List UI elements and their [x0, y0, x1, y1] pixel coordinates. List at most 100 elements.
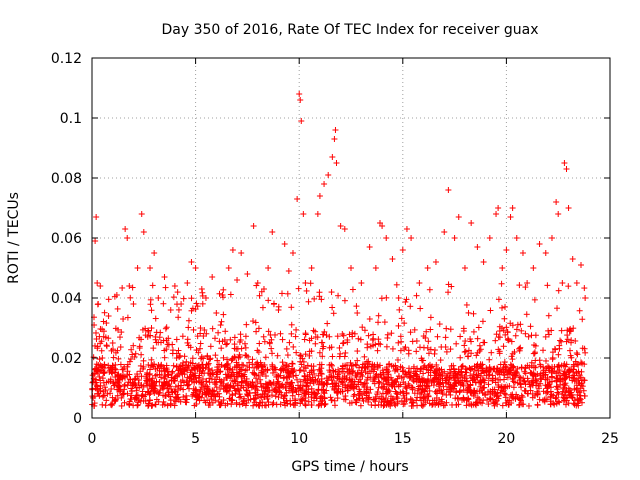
data-point — [356, 390, 363, 397]
data-point — [396, 306, 403, 313]
data-point — [105, 313, 112, 319]
data-point — [411, 390, 418, 397]
data-point — [525, 402, 532, 409]
data-point — [405, 347, 412, 354]
data-point — [206, 356, 213, 363]
data-point — [223, 384, 230, 391]
y-tick-label: 0.02 — [51, 351, 82, 367]
data-point — [534, 402, 541, 409]
data-point — [113, 292, 120, 298]
data-point — [207, 355, 214, 362]
data-point — [336, 369, 343, 376]
data-point — [319, 395, 326, 402]
data-point — [365, 332, 372, 339]
data-point — [284, 290, 291, 297]
data-point — [222, 371, 229, 378]
data-point — [497, 389, 504, 396]
data-point — [138, 382, 145, 389]
data-point — [376, 379, 383, 386]
data-point — [519, 394, 526, 401]
data-point — [129, 379, 136, 386]
data-point — [92, 342, 99, 349]
data-point — [304, 379, 311, 386]
data-point — [289, 360, 296, 367]
data-point — [229, 247, 236, 253]
data-point — [427, 314, 434, 321]
data-point — [98, 367, 105, 374]
data-point — [237, 336, 244, 343]
data-point — [281, 393, 288, 400]
data-point — [562, 363, 569, 370]
data-point — [437, 379, 444, 386]
data-point — [557, 375, 564, 382]
data-point — [451, 235, 458, 241]
data-point — [217, 322, 224, 329]
data-point — [172, 383, 179, 390]
data-point — [108, 347, 115, 354]
data-point — [402, 298, 409, 305]
data-point — [509, 356, 516, 363]
data-point — [107, 401, 114, 408]
data-point — [128, 392, 135, 399]
data-point — [198, 353, 205, 360]
data-point — [290, 343, 297, 350]
data-point — [554, 386, 561, 393]
data-point — [142, 332, 149, 339]
data-point — [127, 356, 134, 363]
data-point — [523, 311, 530, 318]
y-axis-label: ROTI / TECUs — [6, 192, 22, 284]
data-point — [139, 388, 146, 395]
data-point — [367, 374, 374, 381]
data-point — [524, 280, 531, 286]
data-point — [261, 391, 268, 398]
data-point — [173, 363, 180, 370]
data-point — [450, 385, 457, 392]
data-point — [148, 307, 155, 314]
data-point — [500, 343, 507, 350]
data-point — [472, 390, 479, 397]
data-point — [373, 371, 380, 378]
data-point — [398, 315, 405, 322]
data-point — [231, 364, 238, 371]
data-point — [240, 384, 247, 391]
data-point — [194, 333, 201, 340]
data-point — [407, 395, 414, 402]
data-point — [334, 333, 341, 340]
data-point — [275, 394, 282, 401]
data-point — [561, 160, 568, 166]
data-point — [462, 365, 469, 372]
data-point — [560, 372, 567, 379]
data-point — [134, 371, 141, 378]
data-point — [260, 286, 267, 292]
data-point — [532, 373, 539, 380]
data-point — [348, 376, 355, 383]
data-point — [365, 395, 372, 402]
data-point — [124, 361, 131, 368]
data-point — [573, 350, 580, 357]
data-point — [293, 326, 300, 333]
data-point — [521, 387, 528, 394]
data-point — [518, 392, 525, 399]
data-point — [485, 401, 492, 408]
data-point — [174, 373, 181, 380]
data-point — [285, 370, 292, 377]
data-point — [293, 349, 300, 356]
data-point — [180, 295, 187, 302]
data-point — [403, 226, 410, 232]
data-point — [475, 324, 482, 331]
data-point — [216, 290, 223, 297]
data-point — [178, 301, 185, 307]
data-point — [544, 282, 551, 289]
data-point — [578, 399, 585, 406]
data-point — [112, 398, 119, 405]
data-point — [462, 348, 469, 355]
data-point — [431, 369, 438, 376]
data-point — [402, 344, 409, 351]
data-point — [91, 393, 98, 400]
data-point — [236, 351, 243, 358]
data-point — [549, 349, 556, 356]
data-point — [369, 337, 376, 344]
data-point — [254, 387, 261, 394]
data-point — [547, 394, 554, 401]
data-point — [416, 344, 423, 351]
